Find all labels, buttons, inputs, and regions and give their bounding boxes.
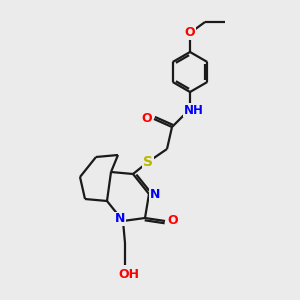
Text: N: N — [115, 212, 125, 226]
Text: O: O — [185, 26, 195, 40]
Text: S: S — [143, 155, 153, 169]
Text: O: O — [142, 112, 152, 124]
Text: OH: OH — [118, 268, 140, 281]
Text: N: N — [150, 188, 160, 200]
Text: O: O — [168, 214, 178, 227]
Text: NH: NH — [184, 103, 204, 116]
